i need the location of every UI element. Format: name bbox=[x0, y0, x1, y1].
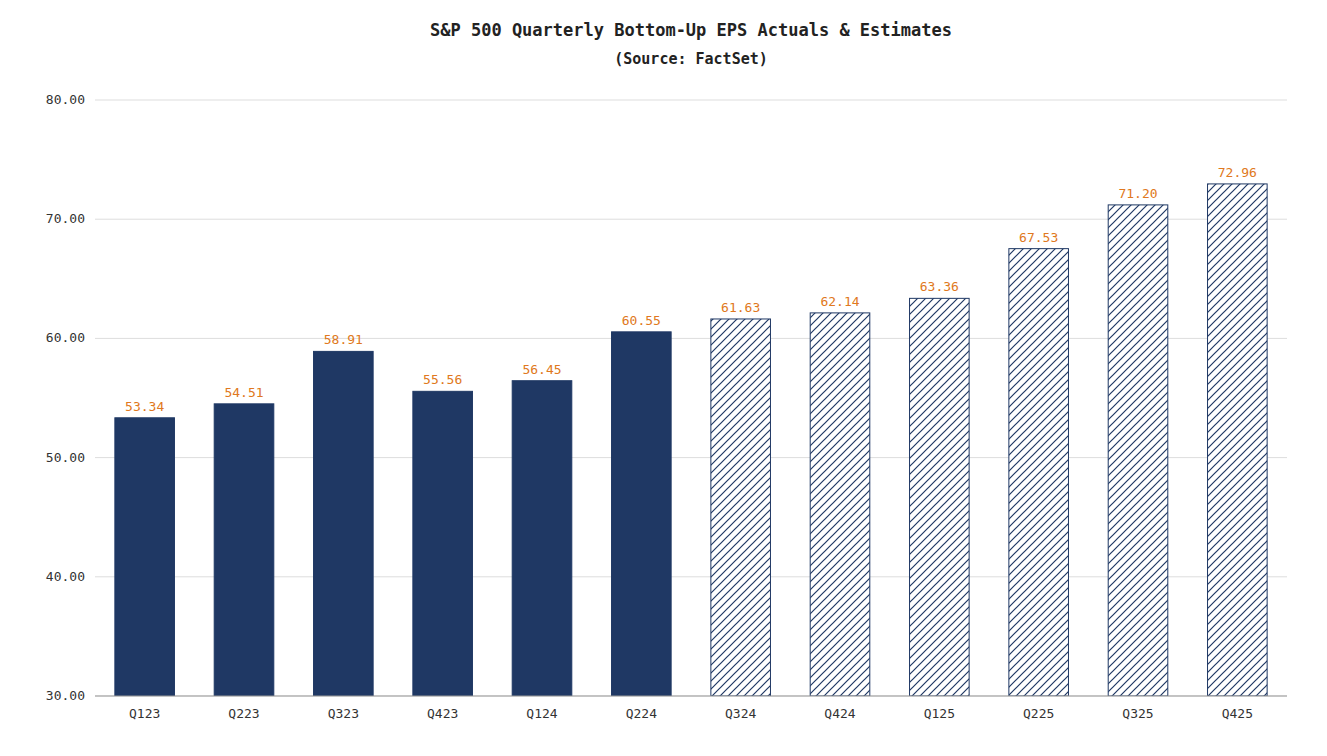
x-tick-label: Q323 bbox=[328, 706, 359, 721]
data-label: 55.56 bbox=[423, 372, 462, 387]
y-tick-label: 50.00 bbox=[46, 450, 85, 465]
subtitle: (Source: FactSet) bbox=[614, 50, 768, 68]
x-tick-label: Q324 bbox=[725, 706, 756, 721]
bar bbox=[1108, 205, 1168, 696]
grid bbox=[95, 100, 1287, 696]
data-label: 56.45 bbox=[522, 362, 561, 377]
grid-line bbox=[95, 100, 1287, 101]
bar bbox=[413, 391, 473, 696]
x-tick-label: Q424 bbox=[824, 706, 855, 721]
x-tick-label: Q223 bbox=[228, 706, 259, 721]
y-tick-label: 60.00 bbox=[46, 330, 85, 345]
y-tick-label: 80.00 bbox=[46, 92, 85, 107]
title: S&P 500 Quarterly Bottom-Up EPS Actuals … bbox=[430, 20, 952, 40]
chart-container: S&P 500 Quarterly Bottom-Up EPS Actuals … bbox=[0, 0, 1327, 756]
bar bbox=[1208, 184, 1268, 696]
x-tick-label: Q325 bbox=[1122, 706, 1153, 721]
data-label: 53.34 bbox=[125, 399, 164, 414]
bar bbox=[711, 319, 771, 696]
bar bbox=[115, 418, 175, 696]
x-tick-label: Q224 bbox=[626, 706, 657, 721]
grid-line bbox=[95, 696, 1287, 697]
bar bbox=[214, 404, 274, 696]
chart-svg: S&P 500 Quarterly Bottom-Up EPS Actuals … bbox=[0, 0, 1327, 756]
data-label: 67.53 bbox=[1019, 230, 1058, 245]
data-label: 63.36 bbox=[920, 279, 959, 294]
x-tick-label: Q125 bbox=[924, 706, 955, 721]
y-tick-label: 40.00 bbox=[46, 569, 85, 584]
data-label: 58.91 bbox=[324, 332, 363, 347]
x-tick-label: Q225 bbox=[1023, 706, 1054, 721]
bar bbox=[910, 298, 970, 696]
data-label: 72.96 bbox=[1218, 165, 1257, 180]
bar bbox=[612, 332, 672, 696]
bar bbox=[810, 313, 870, 696]
bar bbox=[314, 351, 374, 696]
x-tick-label: Q123 bbox=[129, 706, 160, 721]
data-label: 60.55 bbox=[622, 313, 661, 328]
x-axis-line bbox=[95, 696, 1287, 697]
bar bbox=[1009, 249, 1069, 696]
data-labels: 53.34 54.51 58.91 55.56 56.45 60.55 61.63 62.14… bbox=[125, 165, 1257, 414]
x-tick-label: Q423 bbox=[427, 706, 458, 721]
data-label: 61.63 bbox=[721, 300, 760, 315]
data-label: 71.20 bbox=[1118, 186, 1157, 201]
bars bbox=[115, 184, 1267, 696]
y-tick-label: 30.00 bbox=[46, 688, 85, 703]
data-label: 62.14 bbox=[820, 294, 859, 309]
bar bbox=[512, 381, 572, 696]
y-tick-label: 70.00 bbox=[46, 211, 85, 226]
x-tick-label: Q425 bbox=[1222, 706, 1253, 721]
data-label: 54.51 bbox=[224, 385, 263, 400]
x-tick-label: Q124 bbox=[526, 706, 557, 721]
